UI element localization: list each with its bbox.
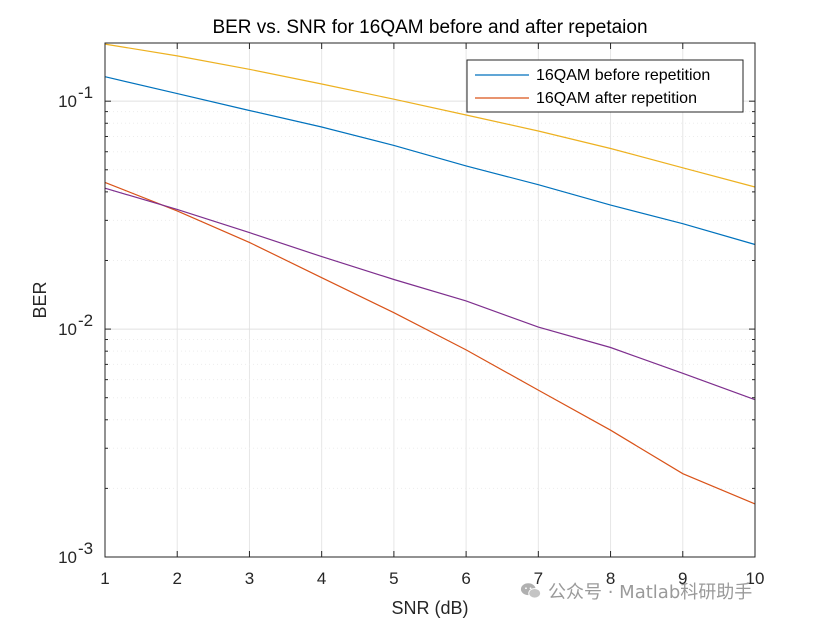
series-line-4 [104,187,756,401]
legend-entry: 16QAM before repetition [536,67,710,84]
x-tick-label: 2 [172,569,181,588]
x-tick-label: 8 [606,569,615,588]
y-tick-label: 10 [58,548,77,567]
x-tick-label: 3 [245,569,254,588]
x-tick-labels: 1 2 3 4 5 6 7 8 9 10 [100,569,764,588]
y-tick-exponent: -2 [78,311,93,330]
axes-box [104,42,756,558]
x-tick-label: 4 [317,569,326,588]
grid [104,43,756,558]
watermark-text: 公众号 · Matlab科研助手 [548,582,753,603]
legend-box [466,59,744,113]
y-axis-label: BER [30,281,50,318]
x-tick-label: 1 [100,569,109,588]
watermark: 公众号 · Matlab科研助手 [520,576,752,606]
x-tick-label: 7 [534,569,543,588]
x-axis-label: SNR (dB) [391,598,468,618]
x-tick-label: 5 [389,569,398,588]
y-tick-labels: 10-110-210-3 [58,83,93,567]
legend: 16QAM before repetition 16QAM after repet… [466,59,744,113]
legend-entry: 16QAM after repetition [536,90,697,107]
series-line-2 [104,181,756,505]
x-tick-label: 6 [461,569,470,588]
x-tick-label: 9 [678,569,687,588]
series-line-1 [104,76,756,246]
chart-title: BER vs. SNR for 16QAM before and after r… [212,17,647,38]
y-tick-exponent: -3 [78,539,93,558]
y-tick-exponent: -1 [78,83,93,102]
series-lines [104,43,756,505]
x-tick-label: 10 [746,569,765,588]
series-line-3 [104,43,756,188]
y-tick-label: 10 [58,320,77,339]
tick-marks [104,43,756,558]
y-tick-label: 10 [58,92,77,111]
wechat-icon [520,583,542,599]
